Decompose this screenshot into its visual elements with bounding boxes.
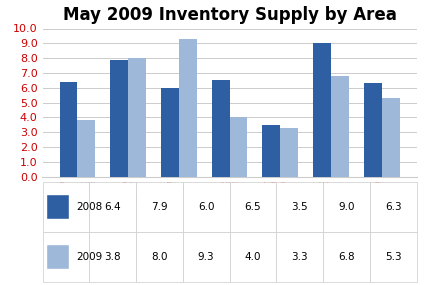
Bar <box>382 98 400 177</box>
Bar <box>161 88 179 177</box>
Bar <box>77 120 95 177</box>
Bar <box>263 125 280 177</box>
Bar <box>128 58 146 177</box>
Bar <box>110 60 128 177</box>
Bar <box>313 43 331 177</box>
Title: May 2009 Inventory Supply by Area: May 2009 Inventory Supply by Area <box>62 6 397 24</box>
Bar <box>280 128 298 177</box>
FancyBboxPatch shape <box>46 194 69 219</box>
Bar <box>60 82 77 177</box>
Text: 2008: 2008 <box>76 202 102 212</box>
Bar <box>230 117 247 177</box>
FancyBboxPatch shape <box>46 244 69 269</box>
Text: 2009: 2009 <box>76 252 102 262</box>
Bar <box>179 39 196 177</box>
Bar <box>331 76 349 177</box>
Bar <box>364 83 382 177</box>
Bar <box>212 80 230 177</box>
